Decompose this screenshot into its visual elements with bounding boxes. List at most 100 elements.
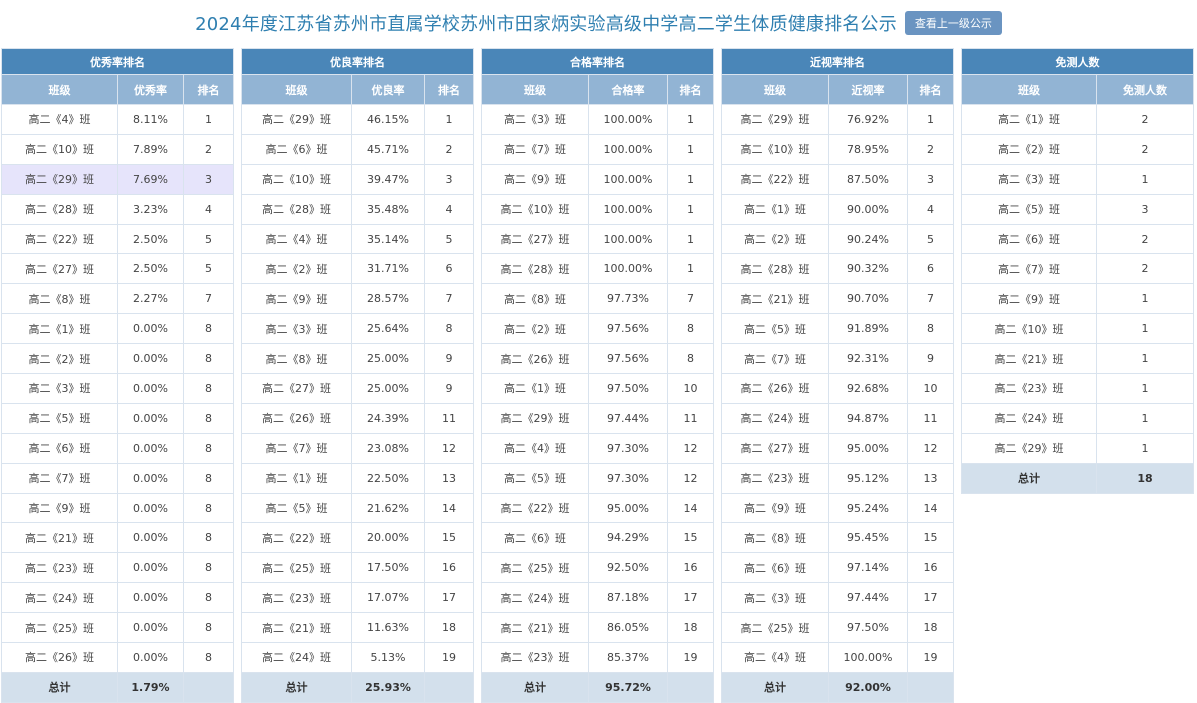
table-row[interactable]: 高二《24》班 87.18% 17 <box>481 582 715 614</box>
table-row[interactable]: 高二《2》班 31.71% 6 <box>241 253 475 285</box>
value-cell: 97.56% <box>588 313 668 345</box>
table-row[interactable]: 高二《28》班 3.23% 4 <box>1 193 235 225</box>
table-row[interactable]: 高二《8》班 2.27% 7 <box>1 283 235 315</box>
table-row[interactable]: 高二《10》班 100.00% 1 <box>481 193 715 225</box>
table-row[interactable]: 高二《5》班 21.62% 14 <box>241 492 475 524</box>
table-row[interactable]: 高二《25》班 92.50% 16 <box>481 552 715 584</box>
table-row[interactable]: 高二《3》班 25.64% 8 <box>241 313 475 345</box>
table-row[interactable]: 高二《1》班 0.00% 8 <box>1 313 235 345</box>
table-row[interactable]: 高二《21》班 86.05% 18 <box>481 612 715 644</box>
table-row[interactable]: 高二《6》班 45.71% 2 <box>241 133 475 165</box>
rank-cell: 6 <box>906 253 955 285</box>
table-row[interactable]: 高二《10》班 39.47% 3 <box>241 163 475 195</box>
table-row[interactable]: 高二《8》班 97.73% 7 <box>481 283 715 315</box>
table-row[interactable]: 高二《6》班 2 <box>961 223 1194 255</box>
table-row[interactable]: 高二《29》班 97.44% 11 <box>481 402 715 434</box>
table-row[interactable]: 高二《27》班 95.00% 12 <box>721 432 955 464</box>
table-row[interactable]: 高二《21》班 90.70% 7 <box>721 283 955 315</box>
table-row[interactable]: 高二《1》班 22.50% 13 <box>241 462 475 494</box>
table-row[interactable]: 高二《8》班 95.45% 15 <box>721 522 955 554</box>
table-row[interactable]: 高二《26》班 92.68% 10 <box>721 373 955 404</box>
table-row[interactable]: 高二《4》班 35.14% 5 <box>241 223 475 255</box>
table-row[interactable]: 高二《7》班 0.00% 8 <box>1 462 235 494</box>
table-row[interactable]: 高二《2》班 97.56% 8 <box>481 313 715 345</box>
table-row[interactable]: 高二《3》班 0.00% 8 <box>1 373 235 404</box>
table-row[interactable]: 高二《9》班 0.00% 8 <box>1 492 235 524</box>
class-name-cell: 高二《5》班 <box>721 313 829 345</box>
table-row[interactable]: 高二《27》班 2.50% 5 <box>1 253 235 285</box>
table-row[interactable]: 高二《9》班 1 <box>961 283 1194 315</box>
table-row[interactable]: 高二《21》班 1 <box>961 343 1194 375</box>
table-row[interactable]: 高二《23》班 17.07% 17 <box>241 582 475 614</box>
table-row[interactable]: 高二《24》班 5.13% 19 <box>241 642 475 673</box>
table-row[interactable]: 高二《26》班 0.00% 8 <box>1 642 235 673</box>
table-row[interactable]: 高二《9》班 95.24% 14 <box>721 492 955 524</box>
table-row[interactable]: 高二《27》班 25.00% 9 <box>241 373 475 404</box>
table-row[interactable]: 高二《5》班 97.30% 12 <box>481 462 715 494</box>
class-name-cell: 高二《5》班 <box>961 193 1097 225</box>
table-row[interactable]: 高二《29》班 7.69% 3 <box>1 163 235 195</box>
table-row[interactable]: 高二《5》班 3 <box>961 193 1194 225</box>
table-row[interactable]: 高二《9》班 28.57% 7 <box>241 283 475 315</box>
rank-cell: 8 <box>182 612 235 644</box>
table-row[interactable]: 高二《6》班 97.14% 16 <box>721 552 955 584</box>
table-row[interactable]: 高二《3》班 100.00% 1 <box>481 104 715 135</box>
table-row[interactable]: 高二《21》班 0.00% 8 <box>1 522 235 554</box>
table-row[interactable]: 高二《4》班 97.30% 12 <box>481 432 715 464</box>
table-row[interactable]: 高二《4》班 8.11% 1 <box>1 104 235 135</box>
table-row[interactable]: 高二《1》班 2 <box>961 104 1194 135</box>
value-cell: 78.95% <box>828 133 908 165</box>
table-row[interactable]: 高二《28》班 35.48% 4 <box>241 193 475 225</box>
table-row[interactable]: 高二《2》班 2 <box>961 133 1194 165</box>
table-row[interactable]: 高二《3》班 97.44% 17 <box>721 582 955 614</box>
table-row[interactable]: 高二《23》班 95.12% 13 <box>721 462 955 494</box>
table-row[interactable]: 高二《22》班 2.50% 5 <box>1 223 235 255</box>
table-row[interactable]: 高二《25》班 17.50% 16 <box>241 552 475 584</box>
table-row[interactable]: 高二《24》班 94.87% 11 <box>721 402 955 434</box>
table-row[interactable]: 高二《29》班 1 <box>961 432 1194 464</box>
rank-cell: 12 <box>666 462 715 494</box>
table-row[interactable]: 高二《25》班 97.50% 18 <box>721 612 955 644</box>
table-row[interactable]: 高二《28》班 90.32% 6 <box>721 253 955 285</box>
table-row[interactable]: 高二《7》班 92.31% 9 <box>721 343 955 375</box>
table-row[interactable]: 高二《10》班 78.95% 2 <box>721 133 955 165</box>
table-row[interactable]: 高二《4》班 100.00% 19 <box>721 642 955 673</box>
table-title: 合格率排名 <box>480 48 715 75</box>
table-row[interactable]: 高二《23》班 0.00% 8 <box>1 552 235 584</box>
table-row[interactable]: 高二《24》班 1 <box>961 402 1194 434</box>
table-row[interactable]: 高二《8》班 25.00% 9 <box>241 343 475 375</box>
table-row[interactable]: 高二《7》班 2 <box>961 253 1194 285</box>
class-name-cell: 高二《1》班 <box>241 462 352 494</box>
table-row[interactable]: 高二《25》班 0.00% 8 <box>1 612 235 644</box>
table-row[interactable]: 高二《10》班 1 <box>961 313 1194 345</box>
class-name-cell: 高二《29》班 <box>961 432 1097 464</box>
table-row[interactable]: 高二《7》班 23.08% 12 <box>241 432 475 464</box>
view-parent-notice-button[interactable]: 查看上一级公示 <box>904 11 1002 35</box>
table-row[interactable]: 高二《6》班 0.00% 8 <box>1 432 235 464</box>
table-row[interactable]: 高二《29》班 46.15% 1 <box>241 104 475 135</box>
table-row[interactable]: 高二《24》班 0.00% 8 <box>1 582 235 614</box>
table-row[interactable]: 高二《10》班 7.89% 2 <box>1 133 235 165</box>
table-row[interactable]: 高二《6》班 94.29% 15 <box>481 522 715 554</box>
table-row[interactable]: 高二《21》班 11.63% 18 <box>241 612 475 644</box>
total-value <box>423 671 475 703</box>
table-row[interactable]: 高二《1》班 97.50% 10 <box>481 373 715 404</box>
table-row[interactable]: 高二《27》班 100.00% 1 <box>481 223 715 255</box>
table-row[interactable]: 高二《29》班 76.92% 1 <box>721 104 955 135</box>
table-row[interactable]: 高二《26》班 24.39% 11 <box>241 402 475 434</box>
table-row[interactable]: 高二《7》班 100.00% 1 <box>481 133 715 165</box>
table-row[interactable]: 高二《22》班 87.50% 3 <box>721 163 955 195</box>
table-row[interactable]: 高二《5》班 91.89% 8 <box>721 313 955 345</box>
table-row[interactable]: 高二《3》班 1 <box>961 163 1194 195</box>
table-row[interactable]: 高二《22》班 20.00% 15 <box>241 522 475 554</box>
table-row[interactable]: 高二《2》班 90.24% 5 <box>721 223 955 255</box>
table-row[interactable]: 高二《9》班 100.00% 1 <box>481 163 715 195</box>
table-row[interactable]: 高二《23》班 85.37% 19 <box>481 642 715 673</box>
table-row[interactable]: 高二《1》班 90.00% 4 <box>721 193 955 225</box>
table-row[interactable]: 高二《2》班 0.00% 8 <box>1 343 235 375</box>
table-row[interactable]: 高二《28》班 100.00% 1 <box>481 253 715 285</box>
table-row[interactable]: 高二《22》班 95.00% 14 <box>481 492 715 524</box>
table-row[interactable]: 高二《23》班 1 <box>961 373 1194 404</box>
table-row[interactable]: 高二《26》班 97.56% 8 <box>481 343 715 375</box>
table-row[interactable]: 高二《5》班 0.00% 8 <box>1 402 235 434</box>
